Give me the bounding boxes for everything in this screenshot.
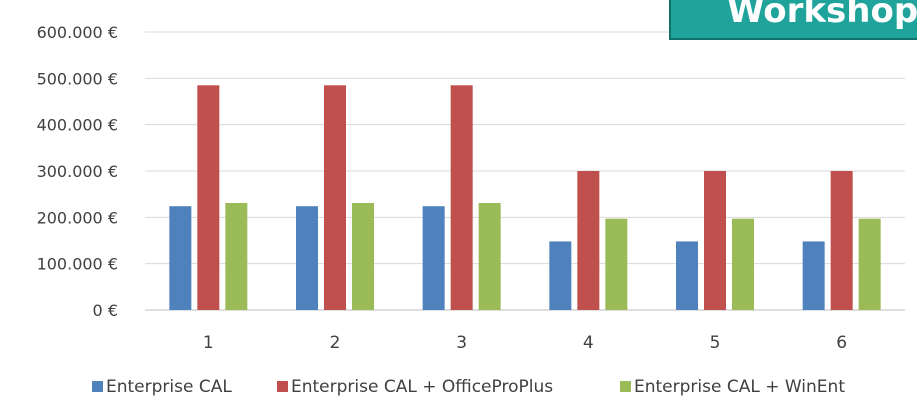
y-axis: 0 € 100.000 € 200.000 € 300.000 € 400.000 € 5… — [37, 23, 118, 320]
bar — [296, 206, 318, 310]
bars — [169, 85, 881, 311]
gridlines — [145, 31, 905, 311]
bar — [169, 206, 192, 310]
bar — [577, 171, 600, 310]
y-tick-label: 200.000 € — [37, 208, 118, 227]
y-tick-label: 400.000 € — [37, 116, 118, 135]
bar — [450, 85, 473, 311]
legend-label: Enterprise CAL — [106, 377, 232, 397]
x-tick-label: 6 — [836, 333, 847, 353]
bar — [324, 85, 346, 311]
bar — [732, 218, 754, 310]
legend-label: Enterprise CAL + OfficeProPlus — [291, 377, 553, 397]
bar — [802, 241, 825, 310]
legend-swatch — [620, 381, 631, 392]
bar — [549, 241, 572, 310]
x-tick-label: 5 — [710, 333, 721, 353]
bar — [830, 171, 853, 310]
bar — [422, 206, 445, 310]
bar — [478, 202, 501, 310]
bar — [225, 202, 248, 310]
bar — [704, 171, 726, 310]
x-axis: 1 2 3 4 5 6 — [203, 333, 847, 353]
badge-text: Workshop — [727, 0, 917, 31]
x-tick-label: 3 — [456, 333, 467, 353]
x-tick-label: 2 — [330, 333, 341, 353]
workshop-badge: Workshop — [669, 0, 917, 40]
bar — [858, 218, 881, 310]
x-tick-label: 1 — [203, 333, 214, 353]
legend-label: Enterprise CAL + WinEnt — [634, 377, 845, 397]
bar — [676, 241, 698, 310]
legend: Enterprise CAL Enterprise CAL + OfficePro… — [92, 377, 845, 397]
bar — [605, 218, 628, 310]
bar — [352, 202, 374, 310]
y-tick-label: 100.000 € — [37, 255, 118, 274]
y-tick-label: 600.000 € — [37, 23, 118, 42]
y-tick-label: 500.000 € — [37, 69, 118, 88]
legend-swatch — [277, 381, 288, 392]
y-tick-label: 300.000 € — [37, 162, 118, 181]
y-tick-label: 0 € — [93, 301, 118, 320]
legend-swatch — [92, 381, 103, 392]
x-tick-label: 4 — [583, 333, 594, 353]
bar — [197, 85, 220, 311]
